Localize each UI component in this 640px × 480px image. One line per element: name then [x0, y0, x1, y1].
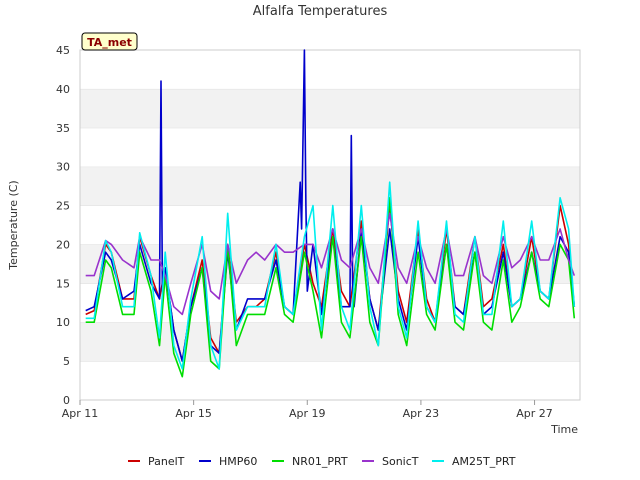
x-tick-label: Apr 19	[289, 407, 326, 420]
y-tick-label: 35	[56, 122, 70, 135]
y-tick-label: 20	[56, 238, 70, 251]
y-axis: 0 5 10 15 20 25 30 35 40 45	[56, 44, 70, 407]
y-tick-label: 40	[56, 83, 70, 96]
legend-label: HMP60	[219, 455, 257, 468]
y-tick-label: 5	[63, 355, 70, 368]
ta-met-badge: TA_met	[81, 32, 138, 51]
grid-band	[80, 88, 580, 128]
x-axis: Apr 11 Apr 15 Apr 19 Apr 23 Apr 27	[62, 400, 553, 420]
badge-box	[81, 32, 138, 51]
grid-band	[80, 50, 580, 89]
x-tick-label: Apr 27	[516, 407, 553, 420]
chart-title: Alfalfa Temperatures	[253, 4, 388, 19]
legend-label: PanelT	[148, 455, 185, 468]
legend: PanelT HMP60 NR01_PRT SonicT AM25T_PRT	[128, 455, 516, 468]
plot-frame	[79, 49, 581, 401]
x-tick-label: Apr 15	[175, 407, 212, 420]
y-tick-label: 30	[56, 161, 70, 174]
grid-band	[80, 322, 580, 362]
y-axis-label: Temperature (C)	[7, 180, 20, 270]
legend-label: NR01_PRT	[292, 455, 348, 468]
series-line-am25t-prt	[85, 181, 576, 370]
grid-band	[80, 127, 580, 167]
grid-band	[80, 361, 580, 400]
y-tick-label: 10	[56, 316, 70, 329]
y-tick-label: 0	[63, 394, 70, 407]
x-axis-label: Time	[550, 423, 578, 436]
series-lines	[85, 49, 576, 378]
badge-label: TA_met	[87, 36, 132, 49]
x-tick-label: Apr 23	[403, 407, 440, 420]
grid-bands	[80, 49, 580, 400]
legend-label: AM25T_PRT	[452, 455, 516, 468]
y-tick-label: 25	[56, 200, 70, 213]
y-tick-label: 45	[56, 44, 70, 57]
y-tick-label: 15	[56, 277, 70, 290]
legend-label: SonicT	[382, 455, 419, 468]
series-line-nr01-prt	[85, 197, 576, 378]
grid-band	[80, 166, 580, 206]
x-tick-label: Apr 11	[62, 407, 99, 420]
